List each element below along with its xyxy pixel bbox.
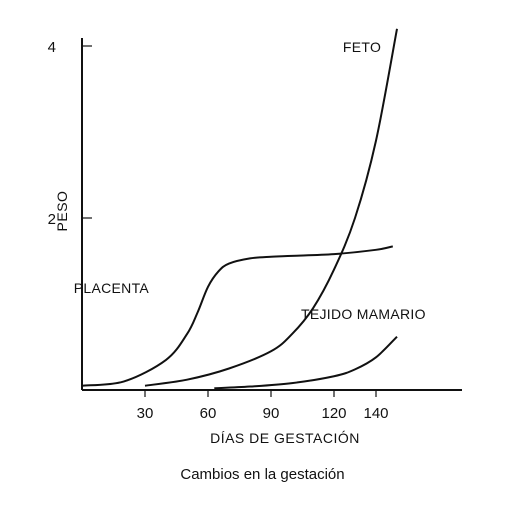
y-tick-label: 4 — [48, 39, 56, 56]
x-tick-label: 30 — [137, 405, 154, 422]
x-tick-label: 120 — [321, 405, 346, 422]
chart-caption: Cambios en la gestación — [180, 466, 345, 483]
series-line-tejido-mamario — [214, 335, 398, 390]
axes — [81, 38, 462, 391]
x-tick-label: 140 — [363, 405, 388, 422]
ticks: 30 60 90 120 140 2 4 — [48, 39, 389, 422]
labels: DÍAS DE GESTACIÓN PESO — [54, 191, 360, 446]
series-line-feto — [144, 28, 398, 387]
series-label-tejido-mamario: TEJIDO MAMARIO — [301, 306, 426, 322]
x-axis-label: DÍAS DE GESTACIÓN — [210, 430, 360, 446]
y-tick-label: 2 — [48, 211, 56, 228]
x-tick-label: 60 — [200, 405, 217, 422]
series-line-placenta — [81, 245, 394, 387]
series-label-feto: FETO — [343, 39, 381, 55]
y-axis-label: PESO — [54, 191, 70, 232]
x-tick-label: 90 — [263, 405, 280, 422]
series-lines: FETO PLACENTA TEJIDO MAMARIO — [74, 28, 426, 390]
series-label-placenta: PLACENTA — [74, 280, 150, 296]
